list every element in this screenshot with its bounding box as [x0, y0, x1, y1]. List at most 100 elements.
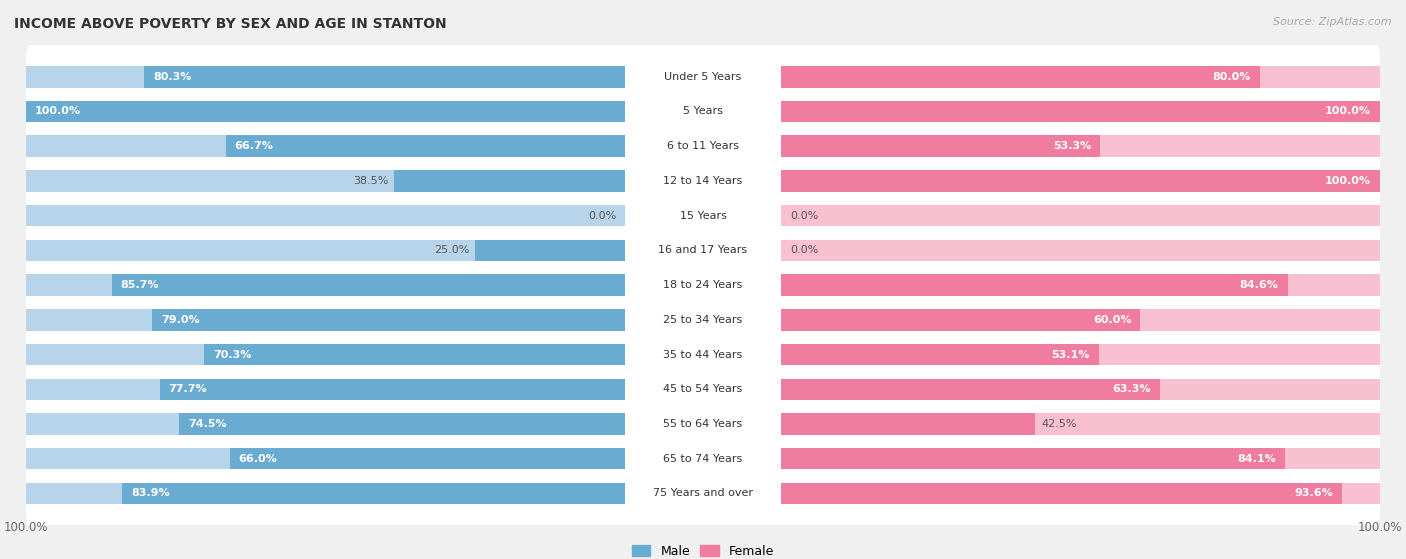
Bar: [780, 344, 1379, 366]
Bar: [780, 66, 1260, 88]
FancyBboxPatch shape: [27, 462, 1379, 525]
Text: 25.0%: 25.0%: [434, 245, 470, 255]
FancyBboxPatch shape: [27, 115, 1379, 178]
Text: 60.0%: 60.0%: [1092, 315, 1132, 325]
Bar: [780, 274, 1288, 296]
Text: 79.0%: 79.0%: [160, 315, 200, 325]
Text: 18 to 24 Years: 18 to 24 Years: [664, 280, 742, 290]
Text: 66.7%: 66.7%: [235, 141, 273, 151]
Bar: [780, 482, 1379, 504]
Bar: [780, 66, 1379, 88]
Bar: [780, 240, 1379, 261]
Bar: [780, 448, 1285, 470]
Text: 55 to 64 Years: 55 to 64 Years: [664, 419, 742, 429]
Bar: [27, 344, 626, 366]
Bar: [27, 448, 626, 470]
Bar: [225, 135, 626, 157]
Text: 5 Years: 5 Years: [683, 106, 723, 116]
Bar: [27, 205, 626, 226]
Bar: [475, 240, 626, 261]
Bar: [27, 66, 626, 88]
Text: 100.0%: 100.0%: [1324, 176, 1371, 186]
Text: 6 to 11 Years: 6 to 11 Years: [666, 141, 740, 151]
Text: 100.0%: 100.0%: [1324, 106, 1371, 116]
Text: 63.3%: 63.3%: [1112, 384, 1152, 394]
Bar: [780, 101, 1379, 122]
Text: 85.7%: 85.7%: [121, 280, 159, 290]
FancyBboxPatch shape: [27, 80, 1379, 143]
Bar: [122, 482, 626, 504]
Text: 45 to 54 Years: 45 to 54 Years: [664, 384, 742, 394]
FancyBboxPatch shape: [27, 323, 1379, 386]
FancyBboxPatch shape: [27, 45, 1379, 108]
FancyBboxPatch shape: [27, 288, 1379, 352]
Bar: [780, 274, 1379, 296]
FancyBboxPatch shape: [27, 149, 1379, 212]
Text: 93.6%: 93.6%: [1294, 489, 1333, 499]
Bar: [780, 482, 1341, 504]
Text: 42.5%: 42.5%: [1042, 419, 1077, 429]
Text: 80.0%: 80.0%: [1213, 72, 1251, 82]
Bar: [780, 135, 1099, 157]
Text: 66.0%: 66.0%: [239, 454, 277, 464]
Text: 53.3%: 53.3%: [1053, 141, 1091, 151]
Text: 53.1%: 53.1%: [1052, 349, 1090, 359]
Bar: [204, 344, 626, 366]
Text: 83.9%: 83.9%: [132, 489, 170, 499]
FancyBboxPatch shape: [27, 392, 1379, 456]
Text: 35 to 44 Years: 35 to 44 Years: [664, 349, 742, 359]
Text: INCOME ABOVE POVERTY BY SEX AND AGE IN STANTON: INCOME ABOVE POVERTY BY SEX AND AGE IN S…: [14, 17, 447, 31]
Bar: [780, 413, 1035, 435]
Bar: [780, 135, 1379, 157]
Bar: [780, 413, 1379, 435]
Bar: [27, 482, 626, 504]
Bar: [27, 378, 626, 400]
Bar: [27, 170, 626, 192]
Text: 65 to 74 Years: 65 to 74 Years: [664, 454, 742, 464]
Bar: [27, 240, 626, 261]
Bar: [179, 413, 626, 435]
Bar: [780, 378, 1379, 400]
FancyBboxPatch shape: [27, 358, 1379, 421]
Text: 25 to 34 Years: 25 to 34 Years: [664, 315, 742, 325]
Bar: [152, 309, 626, 330]
Bar: [111, 274, 626, 296]
Text: 15 Years: 15 Years: [679, 211, 727, 221]
FancyBboxPatch shape: [27, 219, 1379, 282]
Bar: [160, 378, 626, 400]
Text: 0.0%: 0.0%: [588, 211, 616, 221]
Text: 74.5%: 74.5%: [188, 419, 226, 429]
Bar: [27, 274, 626, 296]
Legend: Male, Female: Male, Female: [627, 540, 779, 559]
Text: 70.3%: 70.3%: [212, 349, 252, 359]
Bar: [27, 135, 626, 157]
Bar: [229, 448, 626, 470]
Bar: [780, 309, 1140, 330]
Bar: [780, 378, 1160, 400]
Text: 84.6%: 84.6%: [1240, 280, 1278, 290]
Bar: [27, 101, 626, 122]
Text: 38.5%: 38.5%: [353, 176, 388, 186]
Bar: [780, 170, 1379, 192]
Bar: [27, 101, 626, 122]
Bar: [27, 413, 626, 435]
FancyBboxPatch shape: [27, 427, 1379, 490]
Bar: [780, 101, 1379, 122]
Text: Source: ZipAtlas.com: Source: ZipAtlas.com: [1274, 17, 1392, 27]
Text: 16 and 17 Years: 16 and 17 Years: [658, 245, 748, 255]
Text: 80.3%: 80.3%: [153, 72, 191, 82]
Bar: [780, 170, 1379, 192]
Bar: [395, 170, 626, 192]
Bar: [780, 309, 1379, 330]
Text: 84.1%: 84.1%: [1237, 454, 1275, 464]
Bar: [27, 309, 626, 330]
FancyBboxPatch shape: [27, 184, 1379, 247]
Text: Under 5 Years: Under 5 Years: [665, 72, 741, 82]
Bar: [143, 66, 626, 88]
Text: 0.0%: 0.0%: [790, 245, 818, 255]
Text: 12 to 14 Years: 12 to 14 Years: [664, 176, 742, 186]
Bar: [780, 448, 1379, 470]
Text: 77.7%: 77.7%: [169, 384, 207, 394]
Text: 0.0%: 0.0%: [790, 211, 818, 221]
Bar: [780, 205, 1379, 226]
